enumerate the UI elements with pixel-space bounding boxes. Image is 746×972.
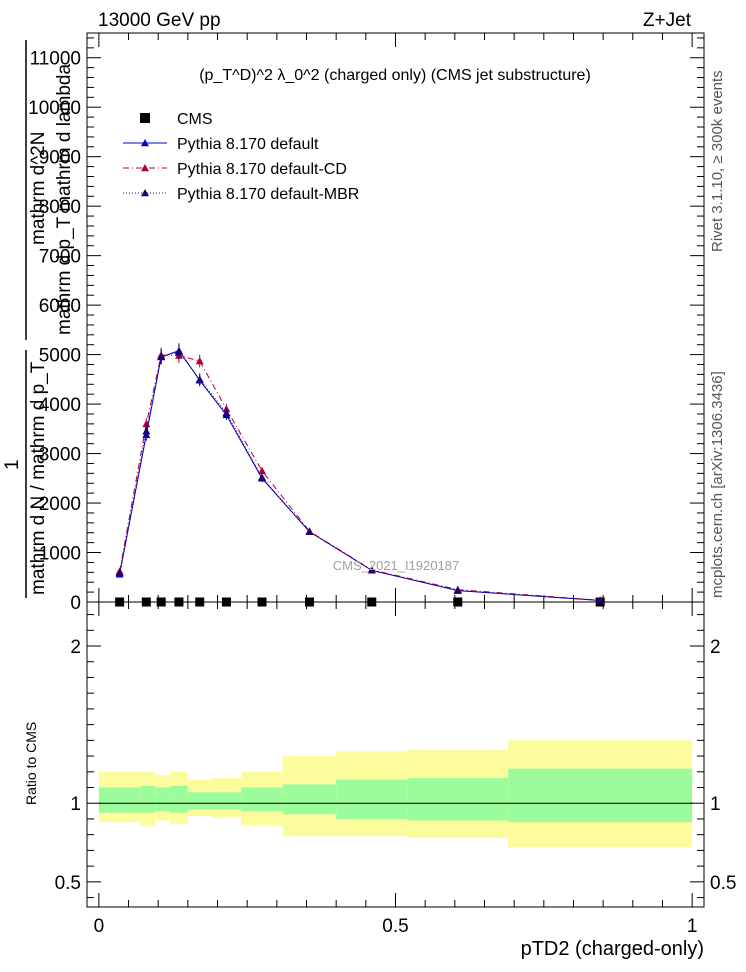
main-ytick-label: 0 <box>70 593 81 614</box>
cms-data-point <box>156 597 166 607</box>
ratio-band-inner <box>170 785 188 813</box>
series-marker <box>367 566 376 574</box>
mcplots-label: mcplots.cern.ch [arXiv:1306.3436] <box>709 371 726 598</box>
ratio-band-inner <box>508 768 693 823</box>
ratio-ytick-label-right: 2 <box>710 637 721 658</box>
main-ytick-label: 3000 <box>39 445 81 466</box>
analysis-watermark: CMS_2021_I1920187 <box>333 558 460 573</box>
main-ytick-label: 2000 <box>39 494 81 515</box>
series-marker <box>258 473 267 481</box>
series-marker <box>453 586 462 594</box>
legend-item: Pythia 8.170 default-CD <box>123 161 347 178</box>
ratio-band-inner <box>282 784 337 815</box>
legend-item: Pythia 8.170 default <box>123 136 319 153</box>
cms-data-point <box>221 597 231 607</box>
series-marker <box>157 352 166 360</box>
ratio-y-axis-label: Ratio to CMS <box>23 722 39 805</box>
legend-item: CMS <box>140 111 213 128</box>
main-ytick-label: 8000 <box>39 197 81 218</box>
y-label-denominator: mathrm d p_T mathrm d lambda <box>54 64 75 335</box>
header-process: Z+Jet <box>643 10 692 31</box>
ratio-band-inner <box>155 787 171 812</box>
series-marker <box>195 357 204 365</box>
legend: CMS Pythia 8.170 default Pythia 8.170 defa… <box>123 111 359 203</box>
legend-item: Pythia 8.170 default-MBR <box>123 186 359 203</box>
series-marker <box>596 596 605 604</box>
series-marker <box>174 348 183 356</box>
legend-label: Pythia 8.170 default <box>177 136 319 153</box>
plot-title: (p_T^D)^2 λ_0^2 (charged only) (CMS jet … <box>199 67 591 84</box>
x-axis-label: pTD2 (charged-only) <box>521 938 704 960</box>
series-3 <box>115 344 605 604</box>
series-marker <box>222 408 231 417</box>
ratio-band-inner <box>407 778 509 821</box>
series-marker <box>195 375 204 383</box>
series-marker <box>305 527 314 535</box>
main-ytick-label: 1000 <box>39 544 81 565</box>
header-energy: 13000 GeV pp <box>98 10 221 31</box>
main-ytick-label: 6000 <box>39 296 81 317</box>
series-marker <box>142 427 151 435</box>
ratio-band-inner <box>98 787 141 813</box>
cms-data-point <box>304 597 314 607</box>
xtick-label: 1 <box>687 916 698 937</box>
legend-marker <box>141 139 149 147</box>
ratio-ytick-label-right: 0.5 <box>710 873 736 894</box>
legend-label: Pythia 8.170 default-MBR <box>177 186 359 203</box>
cms-data-point <box>141 597 151 607</box>
main-ytick-label: 4000 <box>39 395 81 416</box>
legend-label: CMS <box>177 111 213 128</box>
ratio-band-inner <box>241 787 283 812</box>
cms-data-point <box>257 597 267 607</box>
legend-marker <box>140 113 150 123</box>
ratio-band-inner <box>336 779 408 819</box>
main-ytick-label: 5000 <box>39 346 81 367</box>
main-ytick-label: 11000 <box>30 49 81 70</box>
ratio-ytick-label-right: 1 <box>710 794 721 815</box>
ratio-band-inner <box>140 785 156 813</box>
y-label-denominator-2: mathrm d N / mathrm d p_T <box>28 361 49 595</box>
ratio-ytick-label: 0.5 <box>55 873 81 894</box>
ratio-ytick-label: 2 <box>70 637 81 658</box>
main-ytick-label: 9000 <box>39 148 81 169</box>
xtick-label: 0 <box>94 916 105 937</box>
plot-title-text: (p_T^D)^2 λ_0^2 (charged only) (CMS jet … <box>199 67 591 84</box>
ratio-band-inner <box>211 792 242 810</box>
legend-marker <box>141 189 149 197</box>
legend-label: Pythia 8.170 default-CD <box>177 161 347 178</box>
main-ytick-label: 7000 <box>39 247 81 268</box>
main-ytick-label: 10000 <box>28 98 81 119</box>
main-y-axis-label: mathrm d^2N mathrm d p_T mathrm d lambda… <box>2 40 75 598</box>
ratio-ytick-label: 1 <box>70 794 81 815</box>
cms-data-point <box>453 597 463 607</box>
series-marker <box>142 419 151 428</box>
cms-data-point <box>367 597 377 607</box>
xtick-label: 0.5 <box>382 916 408 937</box>
cms-data-point <box>174 597 184 607</box>
series-marker <box>258 466 267 475</box>
ratio-band-inner <box>187 792 212 810</box>
legend-marker <box>141 164 149 172</box>
cms-data-point <box>115 597 125 607</box>
y-label-one: 1 <box>2 459 23 470</box>
rivet-version-label: Rivet 3.1.10, ≥ 300k events <box>709 70 726 252</box>
cms-data-point <box>195 597 205 607</box>
series-marker <box>115 568 124 577</box>
y-label-numerator: mathrm d^2N <box>28 132 49 245</box>
